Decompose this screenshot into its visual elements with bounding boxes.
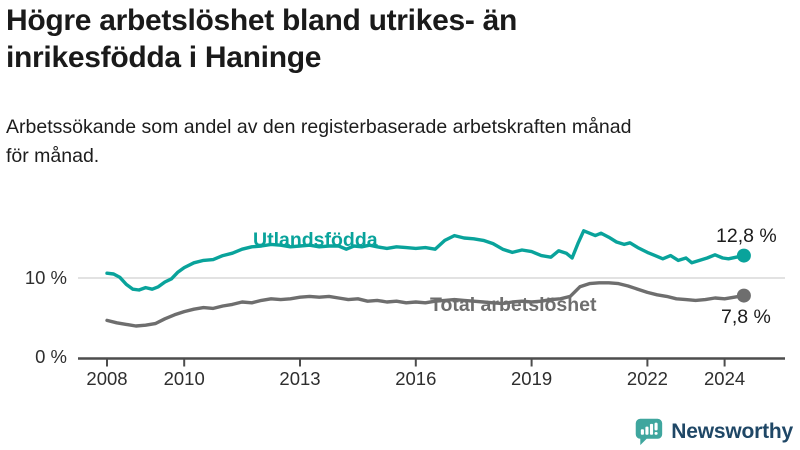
x-tick-label: 2008 (86, 368, 127, 389)
line-total (105, 281, 746, 328)
chart-labels: 10 % 0 % Utlandsfödda Total arbetslöshet… (25, 225, 777, 367)
page-title: Högre arbetslöshet bland utrikes- än inr… (6, 2, 706, 76)
x-tick-label: 2010 (164, 368, 205, 389)
y-tick-label-0: 0 % (35, 346, 67, 367)
series-label-utlandsfodda: Utlandsfödda (253, 229, 378, 251)
y-tick-label-10: 10 % (25, 267, 67, 288)
end-value-label-total: 7,8 % (721, 306, 771, 328)
end-dot-total (736, 288, 751, 303)
line-utlandsfodda (105, 229, 746, 292)
x-tick-label: 2016 (395, 368, 436, 389)
x-tick-label: 2024 (704, 368, 745, 389)
newsworthy-logo[interactable]: Newsworthy (633, 416, 793, 447)
brand-name[interactable]: Newsworthy (671, 419, 793, 443)
series-label-total: Total arbetslöshet (430, 294, 597, 316)
chart-speech-bubble-icon (636, 418, 663, 446)
title-line-1: Högre arbetslöshet bland utrikes- än (6, 4, 517, 37)
chart-subtitle: Arbetssökande som andel av den registerb… (6, 113, 798, 171)
line-chart: 2008 2010 2013 2016 2019 2022 2024 10 % 0 % Ut… (25, 225, 785, 389)
subtitle-line-1: Arbetssökande som andel av den registerb… (6, 116, 632, 138)
title-line-2: inrikesfödda i Haninge (6, 41, 322, 74)
x-tick-label: 2022 (627, 368, 668, 389)
end-value-label-utlandsfodda: 12,8 % (716, 225, 777, 247)
subtitle-line-2: för månad. (6, 145, 100, 167)
x-tick-label: 2013 (279, 368, 320, 389)
x-tick-label: 2019 (511, 368, 552, 389)
end-dot-utlandsfodda (736, 248, 751, 263)
